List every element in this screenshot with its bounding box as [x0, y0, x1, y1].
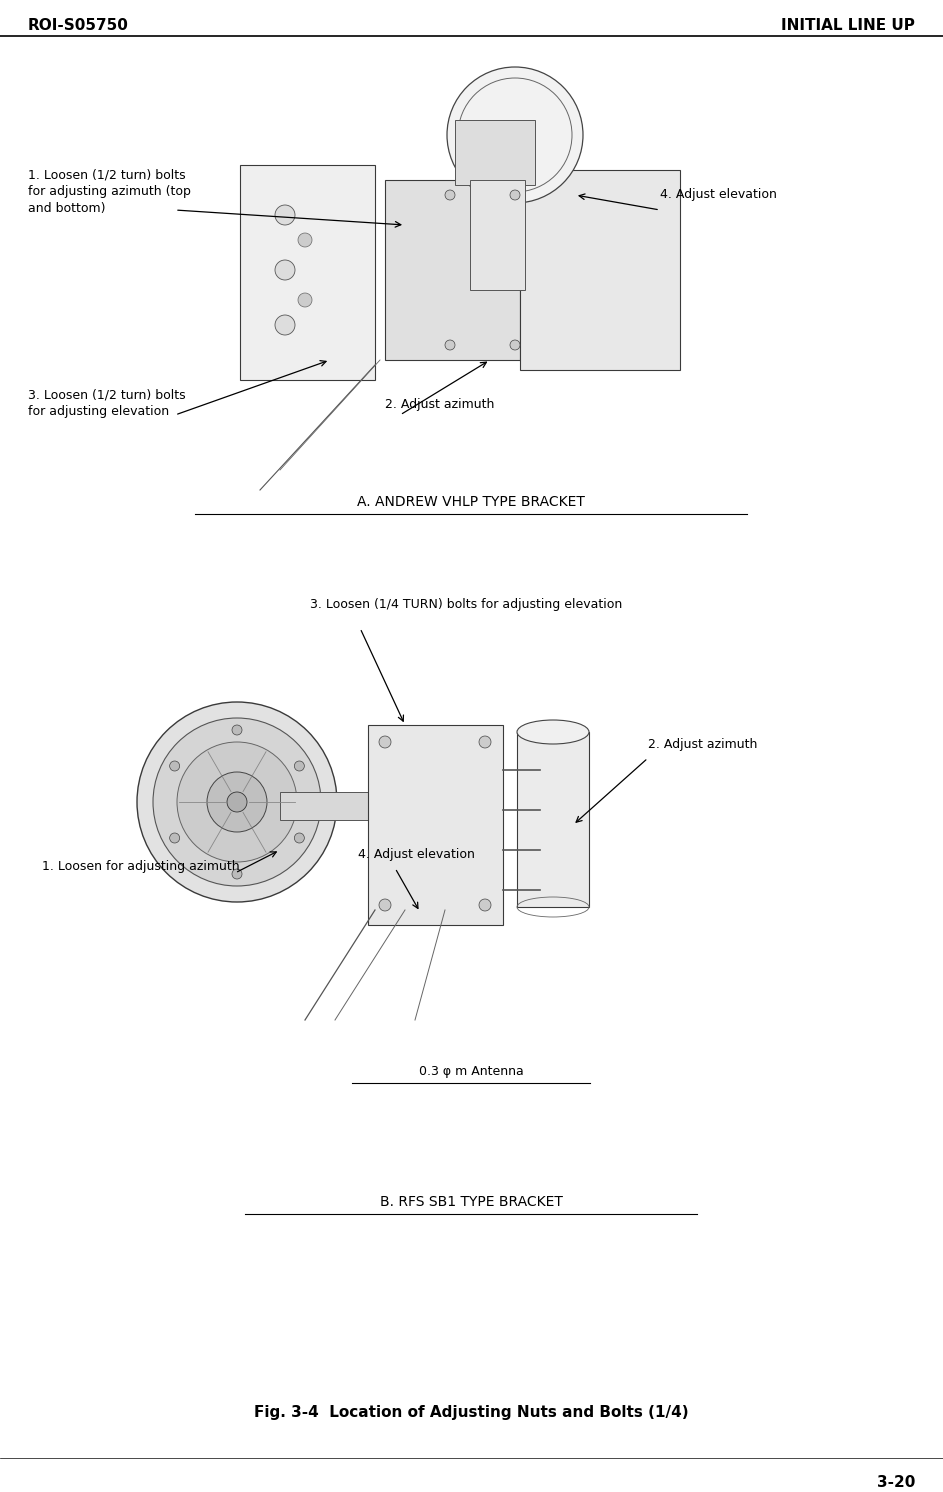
Circle shape — [379, 900, 391, 912]
Circle shape — [170, 833, 180, 843]
Circle shape — [445, 189, 455, 200]
Text: A. ANDREW VHLP TYPE BRACKET: A. ANDREW VHLP TYPE BRACKET — [357, 495, 585, 509]
Text: 4. Adjust elevation: 4. Adjust elevation — [358, 847, 475, 861]
Text: 1. Loosen for adjusting azimuth: 1. Loosen for adjusting azimuth — [42, 859, 240, 873]
Text: 4. Adjust elevation: 4. Adjust elevation — [660, 188, 777, 201]
Circle shape — [275, 260, 295, 280]
Text: Fig. 3-4  Location of Adjusting Nuts and Bolts (1/4): Fig. 3-4 Location of Adjusting Nuts and … — [254, 1405, 688, 1420]
Text: 0.3 φ m Antenna: 0.3 φ m Antenna — [419, 1065, 523, 1079]
FancyBboxPatch shape — [517, 733, 589, 907]
Circle shape — [479, 736, 491, 747]
Circle shape — [445, 340, 455, 351]
FancyBboxPatch shape — [385, 181, 520, 360]
Text: ROI-S05750: ROI-S05750 — [28, 18, 129, 33]
Circle shape — [177, 742, 297, 862]
Circle shape — [207, 771, 267, 833]
Text: 2. Adjust azimuth: 2. Adjust azimuth — [648, 739, 757, 750]
Ellipse shape — [517, 721, 589, 745]
Circle shape — [294, 833, 305, 843]
Circle shape — [298, 233, 312, 248]
Circle shape — [275, 204, 295, 225]
Circle shape — [298, 292, 312, 307]
Text: 1. Loosen (1/2 turn) bolts
for adjusting azimuth (top
and bottom): 1. Loosen (1/2 turn) bolts for adjusting… — [28, 169, 190, 215]
Circle shape — [379, 736, 391, 747]
FancyBboxPatch shape — [240, 166, 375, 380]
Text: 3. Loosen (1/4 TURN) bolts for adjusting elevation: 3. Loosen (1/4 TURN) bolts for adjusting… — [310, 598, 622, 612]
FancyBboxPatch shape — [368, 725, 503, 925]
FancyBboxPatch shape — [280, 792, 368, 821]
Circle shape — [510, 340, 520, 351]
Text: 3. Loosen (1/2 turn) bolts
for adjusting elevation: 3. Loosen (1/2 turn) bolts for adjusting… — [28, 388, 186, 418]
Circle shape — [510, 189, 520, 200]
Text: 3-20: 3-20 — [877, 1476, 915, 1491]
Circle shape — [232, 868, 242, 879]
FancyBboxPatch shape — [455, 119, 535, 185]
Circle shape — [275, 315, 295, 336]
Text: 2. Adjust azimuth: 2. Adjust azimuth — [385, 398, 494, 410]
FancyBboxPatch shape — [470, 181, 525, 289]
Circle shape — [479, 900, 491, 912]
Circle shape — [447, 67, 583, 203]
Circle shape — [153, 718, 321, 886]
Text: INITIAL LINE UP: INITIAL LINE UP — [781, 18, 915, 33]
FancyBboxPatch shape — [520, 170, 680, 370]
Circle shape — [232, 725, 242, 736]
Circle shape — [227, 792, 247, 812]
Circle shape — [137, 703, 337, 903]
Text: B. RFS SB1 TYPE BRACKET: B. RFS SB1 TYPE BRACKET — [380, 1195, 562, 1209]
Circle shape — [170, 761, 180, 771]
Circle shape — [294, 761, 305, 771]
